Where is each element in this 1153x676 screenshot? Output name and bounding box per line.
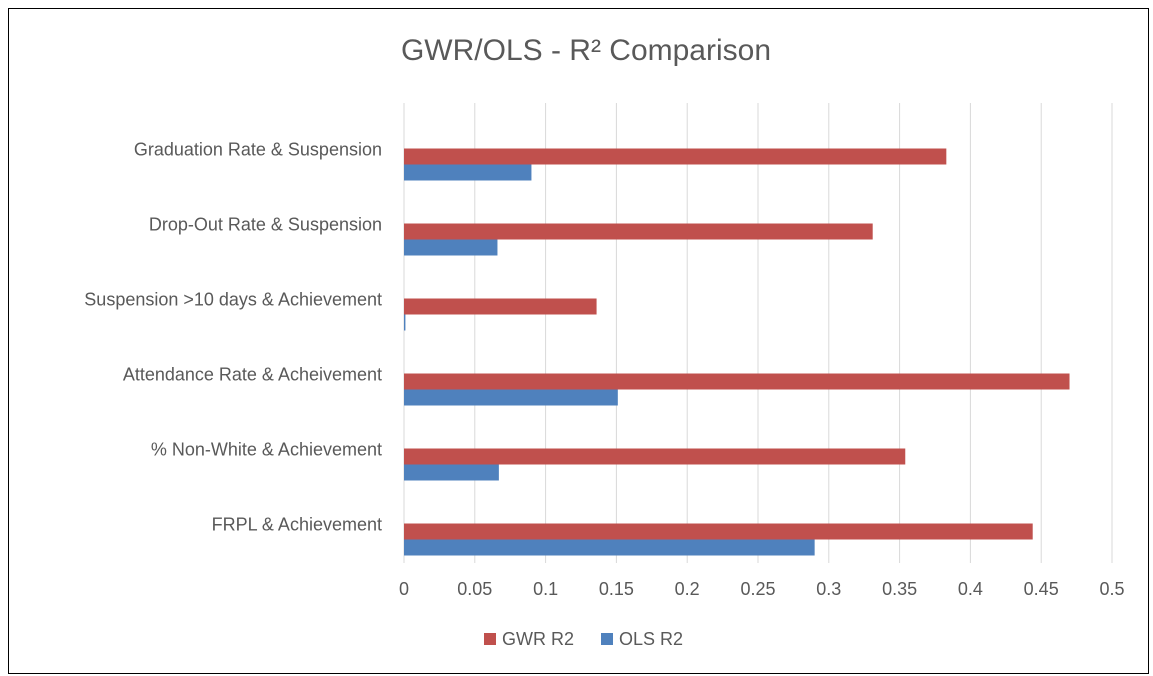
x-tick-label: 0.3: [816, 579, 841, 599]
y-tick-label: Graduation Rate & Suspension: [134, 139, 382, 159]
y-tick-label: % Non-White & Achievement: [151, 439, 382, 459]
bar: [404, 164, 532, 181]
y-tick-label: Suspension >10 days & Achievement: [84, 289, 382, 309]
chart-frame: [8, 8, 1149, 674]
x-tick-label: 0.15: [599, 579, 634, 599]
x-tick-label: 0.35: [882, 579, 917, 599]
bar: [404, 448, 906, 465]
bar: [404, 373, 1070, 390]
x-tick-label: 0.45: [1024, 579, 1059, 599]
bar: [404, 239, 498, 256]
x-tick-label: 0.5: [1099, 579, 1124, 599]
y-tick-label: Attendance Rate & Acheivement: [123, 364, 382, 384]
legend-swatch: [484, 633, 496, 645]
y-tick-label: FRPL & Achievement: [212, 514, 382, 534]
chart-title: GWR/OLS - R² Comparison: [401, 34, 771, 67]
x-tick-label: 0.4: [958, 579, 983, 599]
legend-swatch: [601, 633, 613, 645]
bar: [404, 539, 815, 556]
x-tick-label: 0: [399, 579, 409, 599]
bar: [404, 298, 597, 315]
bar: [404, 148, 947, 165]
bar: [404, 314, 406, 331]
x-tick-label: 0.25: [740, 579, 775, 599]
bar: [404, 523, 1033, 540]
legend-label: OLS R2: [619, 629, 683, 649]
bar: [404, 389, 618, 406]
x-tick-label: 0.1: [533, 579, 558, 599]
bar: [404, 223, 873, 240]
x-tick-label: 0.05: [457, 579, 492, 599]
bar: [404, 464, 499, 481]
y-tick-label: Drop-Out Rate & Suspension: [149, 214, 382, 234]
x-tick-label: 0.2: [675, 579, 700, 599]
legend-label: GWR R2: [502, 629, 574, 649]
